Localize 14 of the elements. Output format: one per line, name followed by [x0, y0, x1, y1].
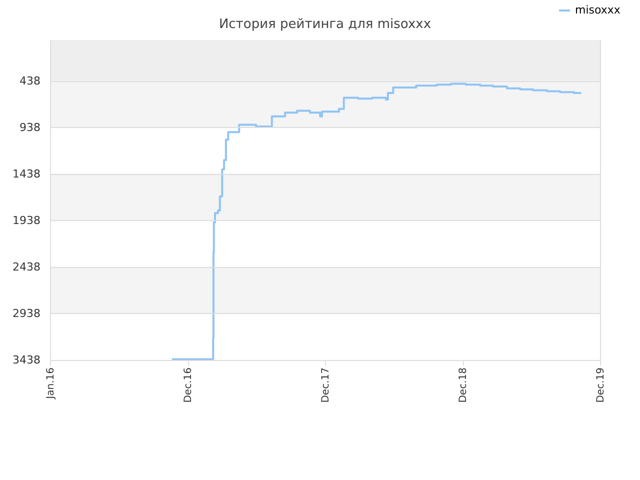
y-tick-label: 1938 [12, 214, 40, 227]
x-tick-label: Dec.18 [458, 368, 469, 403]
y-tick-label: 3438 [12, 354, 40, 366]
y-tick-label: 2938 [12, 306, 40, 320]
x-tick-label: Dec.17 [320, 368, 332, 403]
y-tick-label: 938 [20, 120, 40, 134]
y-tick-label: 2438 [12, 260, 40, 274]
y-tick-label: 1438 [12, 167, 40, 180]
chart-title: История рейтинга для misoxxx [218, 17, 432, 32]
x-tick-label: Dec.16 [183, 368, 194, 403]
legend-label: misoxxx [575, 4, 621, 16]
y-tick-label: 438 [20, 74, 40, 88]
x-tick-label: Dec.19 [596, 368, 606, 403]
x-tick-label: Jan.16 [46, 368, 56, 400]
